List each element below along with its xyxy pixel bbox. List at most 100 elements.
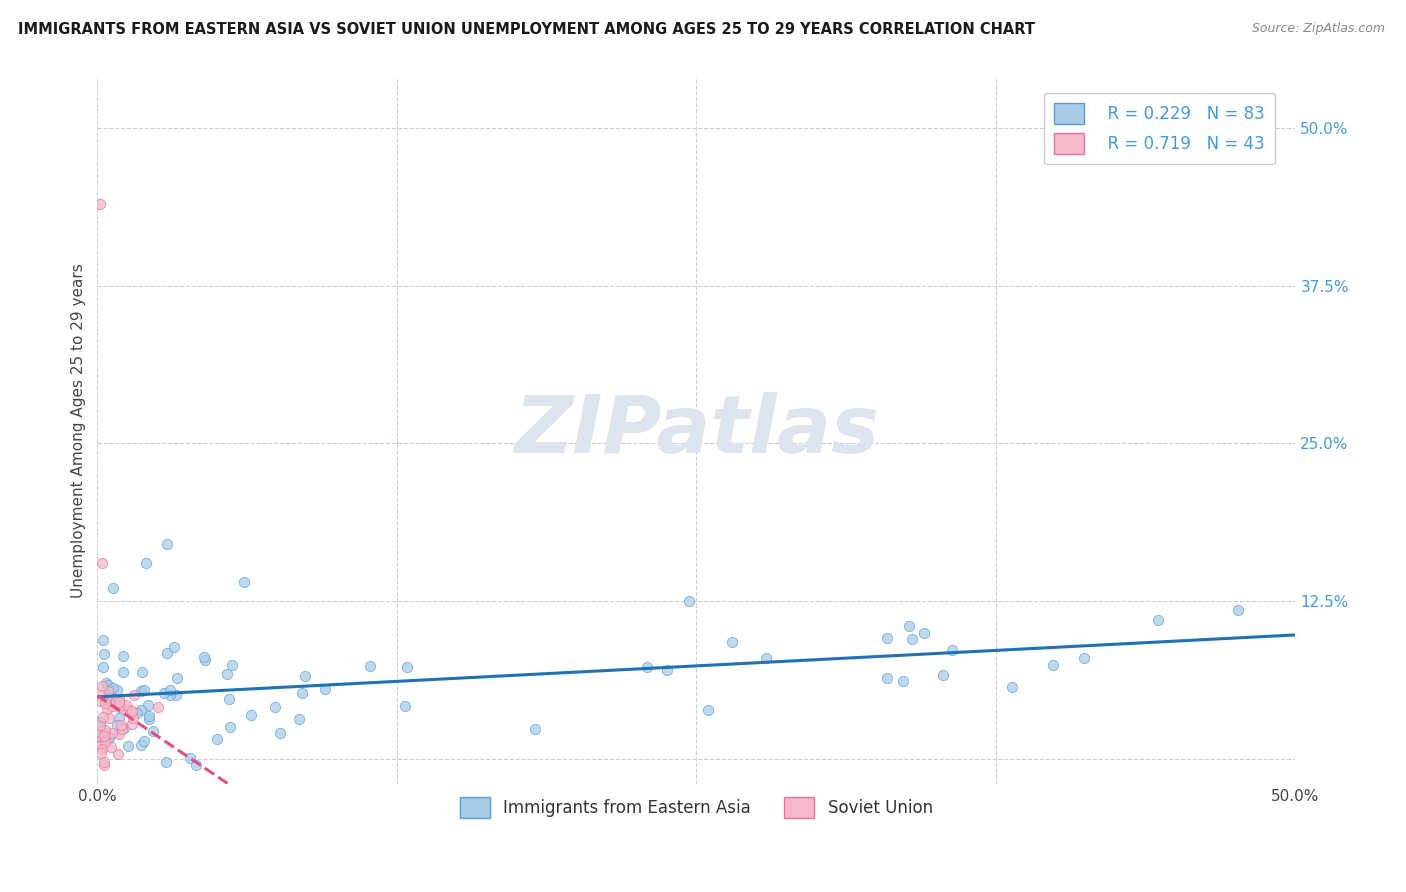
Point: [215, 667, 238, 681]
Point: [932, 667, 955, 681]
Point: [93, 633, 115, 648]
Point: [115, 702, 138, 716]
Point: [107, 747, 129, 761]
Point: [221, 658, 243, 673]
Point: [523, 722, 546, 736]
Point: [294, 669, 316, 683]
Point: [138, 712, 160, 726]
Text: Source: ZipAtlas.com: Source: ZipAtlas.com: [1251, 22, 1385, 36]
Point: [89, 730, 111, 744]
Point: [101, 725, 124, 739]
Point: [263, 699, 285, 714]
Point: [288, 712, 311, 726]
Point: [91, 710, 114, 724]
Point: [721, 635, 744, 649]
Point: [696, 704, 718, 718]
Point: [101, 698, 124, 713]
Text: IMMIGRANTS FROM EASTERN ASIA VS SOVIET UNION UNEMPLOYMENT AMONG AGES 25 TO 29 YE: IMMIGRANTS FROM EASTERN ASIA VS SOVIET U…: [18, 22, 1035, 37]
Point: [103, 581, 125, 595]
Point: [89, 718, 111, 732]
Point: [108, 695, 131, 709]
Point: [142, 723, 165, 738]
Point: [269, 725, 291, 739]
Point: [94, 696, 117, 710]
Point: [96, 675, 118, 690]
Point: [91, 660, 114, 674]
Point: [159, 688, 181, 702]
Legend: Immigrants from Eastern Asia, Soviet Union: Immigrants from Eastern Asia, Soviet Uni…: [453, 790, 939, 825]
Point: [129, 703, 152, 717]
Point: [97, 731, 120, 745]
Point: [132, 734, 155, 748]
Point: [194, 653, 217, 667]
Point: [89, 688, 111, 702]
Text: ZIPatlas: ZIPatlas: [515, 392, 879, 469]
Point: [901, 632, 924, 647]
Point: [93, 729, 115, 743]
Y-axis label: Unemployment Among Ages 25 to 29 years: Unemployment Among Ages 25 to 29 years: [72, 263, 86, 598]
Point: [112, 722, 135, 736]
Point: [186, 758, 208, 772]
Point: [101, 681, 124, 695]
Point: [135, 556, 157, 570]
Point: [90, 746, 112, 760]
Point: [127, 706, 149, 720]
Point: [98, 683, 121, 698]
Point: [131, 665, 153, 680]
Point: [359, 659, 381, 673]
Point: [108, 711, 131, 725]
Point: [1146, 613, 1168, 627]
Point: [89, 196, 111, 211]
Point: [941, 643, 963, 657]
Point: [166, 672, 188, 686]
Point: [105, 683, 128, 698]
Point: [912, 626, 935, 640]
Point: [89, 722, 111, 736]
Point: [91, 556, 114, 570]
Point: [148, 699, 170, 714]
Point: [156, 537, 179, 551]
Point: [89, 739, 111, 753]
Point: [122, 688, 145, 702]
Point: [165, 688, 187, 702]
Point: [179, 751, 201, 765]
Point: [96, 702, 118, 716]
Point: [134, 683, 156, 698]
Point: [117, 739, 139, 753]
Point: [96, 693, 118, 707]
Point: [93, 726, 115, 740]
Point: [159, 683, 181, 698]
Point: [876, 631, 898, 645]
Point: [98, 711, 121, 725]
Point: [155, 755, 177, 769]
Point: [90, 742, 112, 756]
Point: [108, 700, 131, 714]
Point: [93, 648, 115, 662]
Point: [1001, 680, 1024, 694]
Point: [636, 660, 658, 674]
Point: [94, 723, 117, 738]
Point: [108, 692, 131, 706]
Point: [98, 731, 121, 746]
Point: [105, 717, 128, 731]
Point: [193, 650, 215, 665]
Point: [138, 708, 160, 723]
Point: [218, 720, 240, 734]
Point: [89, 714, 111, 729]
Point: [239, 708, 262, 723]
Point: [121, 717, 143, 731]
Point: [207, 732, 229, 747]
Point: [111, 648, 134, 663]
Point: [232, 574, 254, 589]
Point: [98, 686, 121, 700]
Point: [163, 640, 186, 655]
Point: [291, 686, 314, 700]
Point: [94, 735, 117, 749]
Point: [153, 685, 176, 699]
Point: [657, 663, 679, 677]
Point: [129, 684, 152, 698]
Point: [100, 740, 122, 755]
Point: [121, 704, 143, 718]
Point: [112, 665, 135, 680]
Point: [1073, 650, 1095, 665]
